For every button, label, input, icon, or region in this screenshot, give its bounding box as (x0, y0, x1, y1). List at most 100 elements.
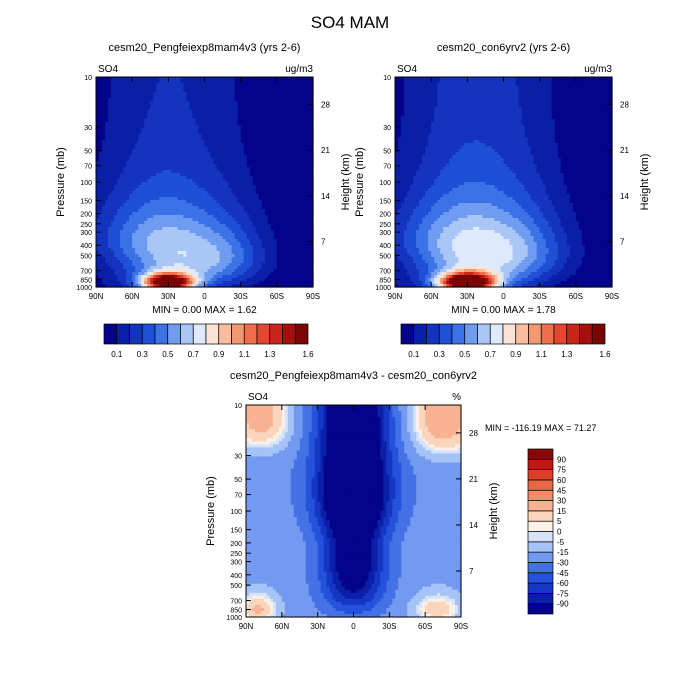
x-tick-label: 0 (351, 622, 356, 631)
x-tick-label: 60N (125, 292, 140, 301)
colorbar-swatch (527, 572, 554, 584)
height-tick-label: 14 (321, 192, 330, 201)
y-tick-label: 10 (383, 75, 391, 82)
y-tick-label: 700 (379, 269, 391, 276)
colorbar-swatch (527, 551, 554, 563)
colorbar-label: 1.3 (264, 350, 276, 359)
height-tick-label: 7 (321, 237, 326, 246)
x-tick-label: 60S (569, 292, 583, 301)
colorbar-label: 0.3 (434, 350, 446, 359)
height-tick-label: 21 (620, 146, 629, 155)
chart-panel-2: cesm20_con6yrv2 (yrs 2-6) SO4 ug/m3 90N 60N 3… (354, 42, 651, 359)
colorbar-label: -60 (557, 579, 569, 588)
colorbar-swatch (231, 323, 245, 345)
y-tick-label: 70 (383, 164, 391, 171)
y-tick-label: 250 (230, 551, 242, 558)
y-tick-label: 700 (230, 599, 242, 606)
height-tick-label: 21 (321, 146, 330, 155)
colorbar-label: 45 (557, 486, 566, 495)
colorbar-label: 90 (557, 455, 566, 464)
units-label: % (452, 392, 461, 403)
y-tick-label: 700 (80, 269, 92, 276)
x-tick-label: 30N (161, 292, 176, 301)
colorbar-swatch (527, 458, 554, 470)
x-tick-label: 0 (501, 292, 506, 301)
y-tick-label: 150 (230, 528, 242, 535)
y-tick-label: 100 (230, 509, 242, 516)
colorbar-swatch (464, 323, 478, 345)
height-tick-label: 14 (620, 192, 629, 201)
colorbar-label: 1.1 (239, 350, 251, 359)
colorbar-label: 0.7 (485, 350, 497, 359)
colorbar-swatch (256, 323, 271, 345)
panel-title: cesm20_Pengfeiexp8mam4v3 - cesm20_con6yr… (230, 370, 477, 382)
y-tick-label: 300 (80, 230, 92, 237)
colorbar-swatch (451, 323, 466, 345)
colorbar-swatch (502, 323, 517, 345)
y-axis-right-label: Height (km) (639, 154, 651, 211)
y-axis-label: Pressure (mb) (55, 147, 67, 217)
colorbar-swatch (527, 469, 554, 481)
colorbar-swatch (243, 323, 258, 345)
height-tick-label: 28 (321, 101, 330, 110)
y-tick-label: 70 (234, 493, 242, 500)
colorbar-swatch (438, 323, 453, 345)
x-tick-label: 90S (306, 292, 320, 301)
y-tick-label: 500 (230, 583, 242, 590)
min-max-stats: MIN = 0.00 MAX = 1.78 (451, 305, 556, 316)
colorbar-swatch (566, 323, 580, 345)
height-tick-label: 28 (620, 101, 629, 110)
y-tick-label: 1000 (375, 285, 391, 292)
colorbar-label: 0.5 (459, 350, 471, 359)
y-tick-label: 850 (80, 278, 92, 285)
x-tick-label: 60N (424, 292, 439, 301)
y-tick-label: 850 (230, 608, 242, 615)
colorbar-swatch (167, 323, 181, 345)
y-tick-label: 50 (234, 477, 242, 484)
colorbar-swatch (129, 323, 143, 345)
x-tick-label: 90S (605, 292, 619, 301)
y-tick-label: 400 (379, 243, 391, 250)
colorbar-swatch (515, 323, 529, 345)
y-tick-label: 200 (80, 212, 92, 219)
contour-field (395, 77, 613, 288)
colorbar-swatch (205, 323, 220, 345)
y-tick-label: 30 (383, 125, 391, 132)
chart-panel-3: cesm20_Pengfeiexp8mam4v3 - cesm20_con6yr… (205, 370, 596, 631)
colorbar-swatch (553, 323, 568, 345)
colorbar-swatch (527, 603, 554, 615)
y-tick-label: 850 (379, 278, 391, 285)
y-tick-label: 400 (230, 573, 242, 580)
contour-field (246, 405, 462, 618)
colorbar-label: -75 (557, 589, 569, 598)
colorbar-swatch (426, 323, 440, 345)
min-max-stats: MIN = -116.19 MAX = 71.27 (485, 423, 596, 433)
y-tick-label: 50 (84, 148, 92, 155)
colorbar-swatch (527, 562, 554, 574)
colorbar-label: 1.6 (302, 350, 314, 359)
colorbar-swatch (400, 323, 415, 345)
x-tick-label: 30N (310, 622, 325, 631)
height-tick-label: 21 (469, 475, 478, 484)
colorbar-swatch (141, 323, 156, 345)
y-tick-label: 70 (84, 164, 92, 171)
colorbar-label: 15 (557, 507, 566, 516)
y-tick-label: 100 (379, 180, 391, 187)
colorbar-swatch (294, 323, 309, 345)
contour-field (96, 77, 314, 288)
colorbar-label: 0.1 (408, 350, 420, 359)
colorbar-label: 0.9 (213, 350, 225, 359)
units-label: ug/m3 (285, 64, 313, 75)
y-tick-label: 150 (379, 198, 391, 205)
colorbar-swatch (269, 323, 283, 345)
colorbar-swatch (116, 323, 130, 345)
colorbar-swatch (282, 323, 296, 345)
x-tick-label: 90N (239, 622, 254, 631)
colorbar-label: -45 (557, 569, 569, 578)
colorbar-swatch (527, 500, 554, 512)
y-axis-right-label: Height (km) (340, 154, 352, 211)
colorbar-label: 5 (557, 517, 562, 526)
chart-panel-1: cesm20_Pengfeiexp8mam4v3 (yrs 2-6) SO4 ug/… (55, 42, 352, 359)
colorbar-swatch (527, 582, 554, 594)
